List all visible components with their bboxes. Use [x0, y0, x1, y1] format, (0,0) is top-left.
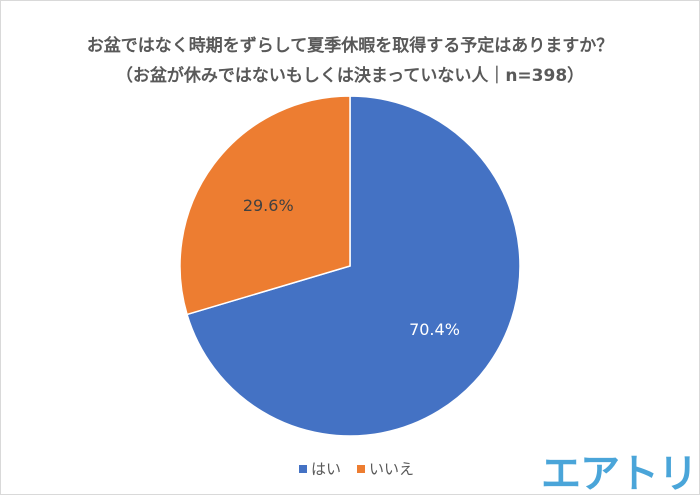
pie-slice-1 — [179, 95, 351, 316]
pie-slice-0 — [186, 95, 521, 437]
data-label-1: 29.6% — [243, 196, 294, 215]
legend-label-yes: はい — [311, 460, 342, 478]
legend-item-no: いいえ — [357, 458, 414, 479]
legend: はい いいえ — [299, 458, 414, 479]
chart-subtitle: （お盆が休みではないもしくは決まっていない人｜n=398） — [115, 66, 585, 86]
chart-title: お盆ではなく時期をずらして夏季休暇を取得する予定はありますか？ — [86, 36, 614, 56]
legend-label-no: いいえ — [369, 460, 415, 478]
legend-swatch-yes — [299, 464, 307, 473]
data-label-0: 70.4% — [409, 320, 460, 339]
legend-item-yes: はい — [299, 458, 341, 479]
airtrip-logo: エアトリ — [541, 451, 698, 495]
legend-swatch-no — [357, 464, 366, 473]
